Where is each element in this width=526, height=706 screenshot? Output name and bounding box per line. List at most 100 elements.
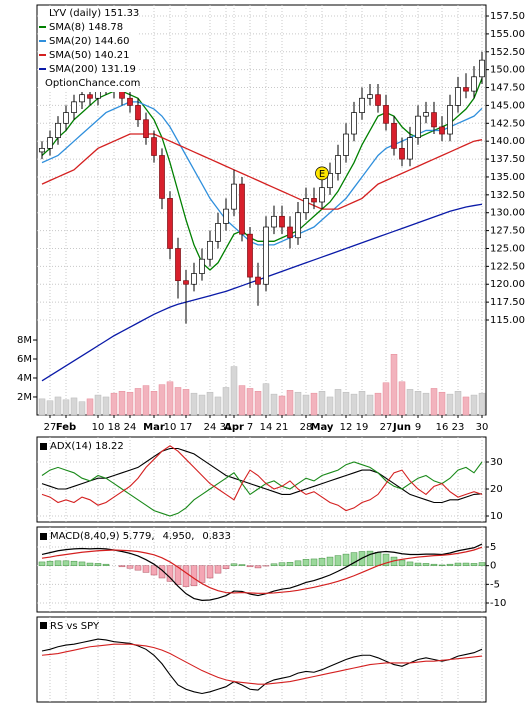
candle-body bbox=[215, 223, 221, 242]
series-line bbox=[41, 643, 483, 685]
volume-bar bbox=[262, 383, 270, 416]
candle-body bbox=[375, 94, 381, 106]
candle-body bbox=[239, 183, 245, 235]
y-tick-label: 135.00 bbox=[490, 172, 525, 183]
volume-bar bbox=[358, 391, 366, 416]
series-line bbox=[41, 447, 483, 504]
histogram-bar bbox=[342, 553, 350, 566]
volume-bar bbox=[222, 387, 230, 416]
histogram-bar bbox=[446, 563, 454, 566]
series-line bbox=[41, 445, 483, 512]
x-tick-label: 14 bbox=[260, 422, 273, 433]
candle-body bbox=[39, 147, 45, 153]
candle-body bbox=[423, 112, 429, 117]
candle-body bbox=[191, 273, 197, 285]
volume-bar bbox=[118, 391, 126, 416]
histogram-bar bbox=[454, 562, 462, 566]
volume-bar bbox=[150, 391, 158, 416]
candle-body bbox=[335, 155, 341, 174]
y2-tick-label: 8M bbox=[17, 335, 32, 346]
histogram-bar bbox=[174, 565, 182, 585]
panel-frame bbox=[36, 436, 487, 523]
volume-bar bbox=[142, 385, 150, 416]
candle-body bbox=[359, 97, 365, 113]
series-line bbox=[41, 133, 483, 210]
volume-bar bbox=[158, 384, 166, 416]
candle-body bbox=[391, 122, 397, 149]
histogram-bar bbox=[246, 565, 254, 568]
candle-body bbox=[175, 248, 181, 282]
legend-label: 0.833 bbox=[202, 531, 231, 542]
y-tick-label: 115.00 bbox=[490, 315, 525, 326]
candle-body bbox=[223, 208, 229, 224]
volume-bar bbox=[214, 396, 222, 416]
candle-body bbox=[431, 112, 437, 128]
series-line bbox=[41, 638, 483, 695]
histogram-bar bbox=[230, 563, 238, 566]
chart-subtitle: OptionChance.com bbox=[45, 78, 140, 89]
legend-box bbox=[38, 6, 138, 92]
histogram-bar bbox=[182, 565, 190, 587]
volume-bar bbox=[390, 354, 398, 416]
panel-title: RS vs SPY bbox=[50, 621, 100, 632]
series-line bbox=[41, 546, 483, 594]
legend-label: 4.950, bbox=[163, 531, 195, 542]
y2-tick-label: 6M bbox=[17, 354, 32, 365]
x-tick-label: 10 bbox=[164, 422, 177, 433]
candle-body bbox=[351, 112, 357, 135]
y-tick-label: 150.00 bbox=[490, 65, 525, 76]
histogram-bar bbox=[86, 562, 94, 566]
histogram-bar bbox=[158, 565, 166, 579]
x-tick-label: 12 bbox=[340, 422, 353, 433]
candle-body bbox=[63, 112, 69, 124]
legend-label: SMA(8) 148.78 bbox=[49, 22, 123, 33]
histogram-bar bbox=[382, 553, 390, 566]
volume-bar bbox=[342, 391, 350, 416]
volume-bar bbox=[62, 399, 70, 416]
histogram-bar bbox=[374, 551, 382, 566]
histogram-bar bbox=[198, 565, 206, 583]
histogram-bar bbox=[462, 562, 470, 566]
x-tick-label: 18 bbox=[108, 422, 121, 433]
candle-body bbox=[255, 276, 261, 285]
y-tick-label: 140.00 bbox=[490, 136, 525, 147]
volume-bar bbox=[478, 392, 486, 416]
x-tick-label: 27 bbox=[44, 422, 57, 433]
y-tick-label: -10 bbox=[490, 598, 506, 609]
x-tick-label: 31 bbox=[220, 422, 233, 433]
volume-bar bbox=[94, 394, 102, 416]
x-tick-label: 7 bbox=[247, 422, 253, 433]
candle-body bbox=[143, 119, 149, 138]
x-tick-label: 19 bbox=[356, 422, 369, 433]
volume-bar bbox=[422, 392, 430, 416]
volume-bar bbox=[430, 388, 438, 416]
histogram-bar bbox=[118, 565, 126, 568]
volume-bar bbox=[246, 388, 254, 416]
candle-body bbox=[479, 59, 485, 78]
chart-title: LYV (daily) 151.33 bbox=[49, 8, 139, 19]
y2-tick-label: 2M bbox=[17, 392, 32, 403]
volume-bar bbox=[198, 394, 206, 416]
y-tick-label: 0 bbox=[490, 561, 496, 572]
volume-bar bbox=[366, 394, 374, 416]
x-tick-label: Apr bbox=[224, 422, 244, 433]
y-tick-label: 155.00 bbox=[490, 29, 525, 40]
candle-body bbox=[135, 105, 141, 121]
histogram-bar bbox=[38, 561, 46, 566]
histogram-bar bbox=[78, 561, 86, 566]
volume-bar bbox=[454, 391, 462, 416]
candle-body bbox=[311, 198, 317, 203]
histogram-bar bbox=[278, 562, 286, 566]
x-tick-label: 21 bbox=[276, 422, 289, 433]
volume-bar bbox=[206, 391, 214, 416]
volume-bar bbox=[254, 391, 262, 416]
legend-swatch bbox=[40, 443, 47, 450]
legend-label: SMA(20) 144.60 bbox=[49, 36, 130, 47]
legend-label: ADX(14) 18.22 bbox=[50, 441, 124, 452]
volume-bar bbox=[238, 385, 246, 416]
volume-bar bbox=[86, 398, 94, 416]
candle-body bbox=[87, 94, 93, 99]
histogram-bar bbox=[222, 565, 230, 569]
